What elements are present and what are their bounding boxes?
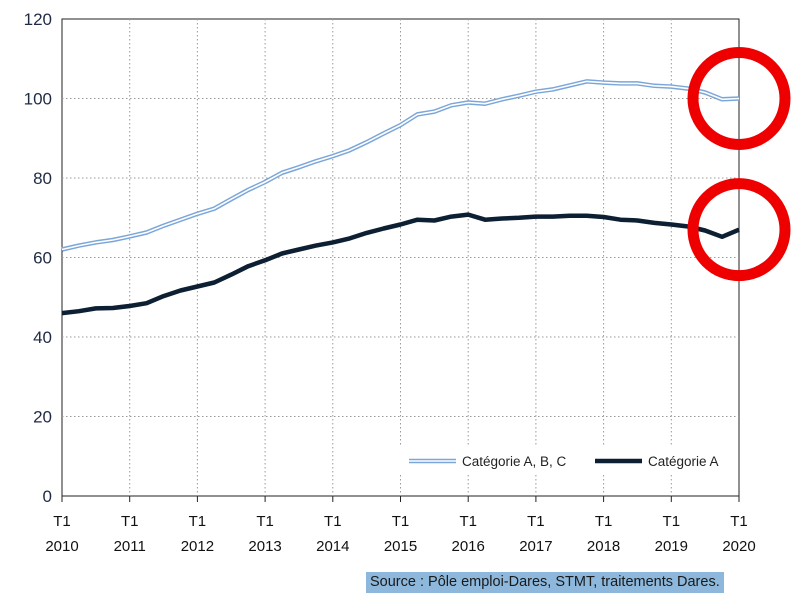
legend-label-abc: Catégorie A, B, C [462, 454, 567, 469]
x-tick-year: 2014 [316, 538, 349, 555]
x-tick-quarter: T1 [730, 513, 748, 530]
highlight-circle [687, 47, 791, 150]
x-tick-quarter: T1 [53, 513, 71, 530]
x-tick-quarter: T1 [392, 513, 410, 530]
y-axis: 0 20 40 60 80 100 120 [24, 10, 52, 506]
y-tick-label: 40 [33, 328, 52, 347]
series-line-a [61, 212, 740, 316]
y-tick-label: 20 [33, 408, 52, 427]
x-tick-quarter: T1 [189, 513, 207, 530]
series-lines [61, 79, 740, 316]
x-tick-year: 2015 [384, 538, 417, 555]
series-line-abc-inner [61, 80, 740, 251]
y-tick-label: 0 [43, 487, 52, 506]
x-tick-year: 2010 [45, 538, 78, 555]
highlight-circle [687, 178, 791, 282]
x-tick-year: 2011 [114, 538, 146, 555]
x-axis: T1 2010 T1 2011 T1 2012 T1 2013 T1 2014 T1 2015 T1 20… [45, 496, 756, 555]
x-tick-quarter: T1 [663, 513, 681, 530]
x-tick-year: 2016 [452, 538, 485, 555]
x-tick-quarter: T1 [527, 513, 545, 530]
x-tick-quarter: T1 [595, 513, 613, 530]
x-tick-quarter: T1 [256, 513, 274, 530]
y-tick-label: 100 [24, 90, 52, 109]
x-tick-year: 2020 [722, 538, 755, 555]
x-tick-year: 2012 [181, 538, 214, 555]
x-tick-year: 2013 [248, 538, 281, 555]
legend: Catégorie A, B, C Catégorie A [398, 447, 734, 474]
x-tick-year: 2019 [655, 538, 688, 555]
y-tick-label: 120 [24, 10, 52, 29]
x-tick-year: 2018 [587, 538, 620, 555]
gridlines [62, 19, 739, 496]
y-tick-label: 80 [33, 169, 52, 188]
source-note: Source : Pôle emploi-Dares, STMT, traite… [366, 572, 724, 593]
x-tick-quarter: T1 [459, 513, 477, 530]
y-tick-label: 60 [33, 249, 52, 268]
x-tick-quarter: T1 [121, 513, 139, 530]
x-tick-quarter: T1 [324, 513, 342, 530]
annotations [687, 47, 791, 282]
legend-label-a: Catégorie A [648, 454, 719, 469]
x-tick-year: 2017 [519, 538, 552, 555]
